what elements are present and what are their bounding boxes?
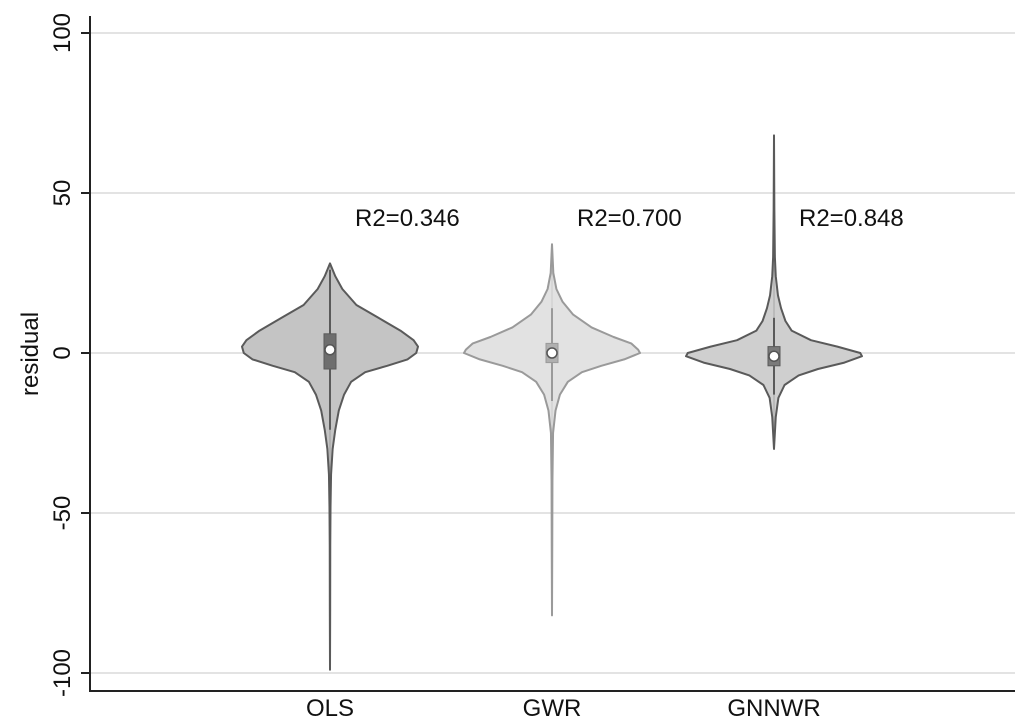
x-category-label: GNNWR xyxy=(727,695,820,722)
y-tick-label: 0 xyxy=(49,346,76,359)
violins xyxy=(241,134,863,671)
y-ticks: -100 -50 0 50 100 xyxy=(49,13,90,697)
median-marker xyxy=(324,344,336,356)
violin-ols xyxy=(241,262,419,671)
x-category-labels: OLS GWR GNNWR xyxy=(306,695,821,722)
x-category-label: GWR xyxy=(523,695,582,722)
violin-gnnwr xyxy=(685,134,863,450)
violin-body xyxy=(241,262,419,671)
y-axis-title: residual xyxy=(17,312,44,396)
median-marker xyxy=(546,347,558,359)
y-tick-label: 100 xyxy=(49,13,76,53)
y-tick-label: 50 xyxy=(49,180,76,207)
median-marker xyxy=(768,350,780,362)
r2-annotation: R2=0.848 xyxy=(799,205,904,232)
y-tick-label: -50 xyxy=(49,496,76,531)
violin-body xyxy=(685,134,863,450)
r2-annotations: R2=0.346 R2=0.700 R2=0.848 xyxy=(355,205,904,232)
r2-annotation: R2=0.700 xyxy=(577,205,682,232)
violin-body xyxy=(463,243,641,617)
violin-gwr xyxy=(463,243,641,617)
y-tick-label: -100 xyxy=(49,649,76,697)
x-category-label: OLS xyxy=(306,695,354,722)
r2-annotation: R2=0.346 xyxy=(355,205,460,232)
